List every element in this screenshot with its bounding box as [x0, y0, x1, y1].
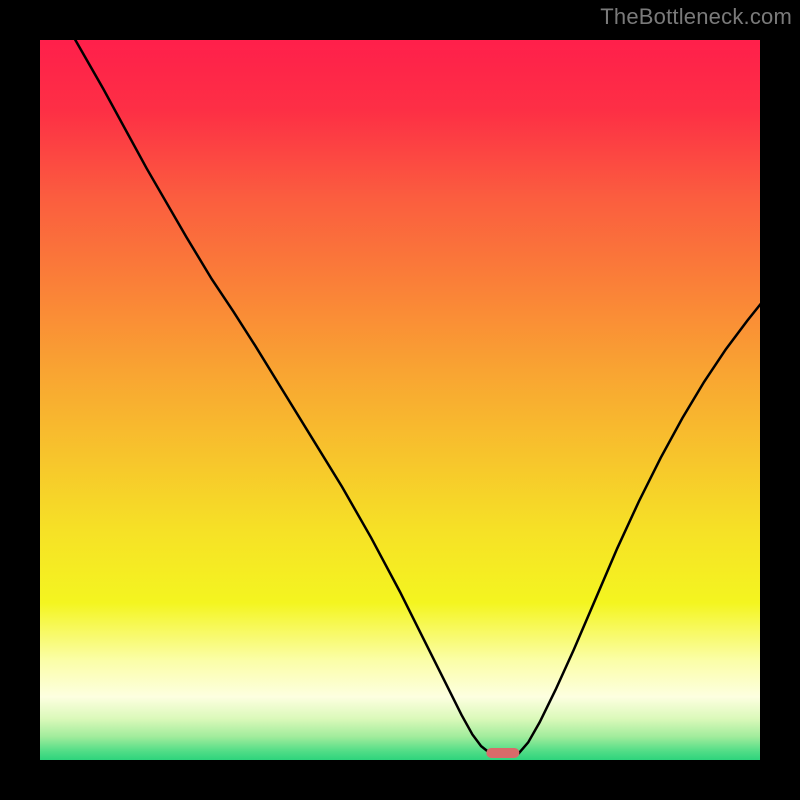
plot-border — [38, 38, 762, 762]
watermark-label: TheBottleneck.com — [600, 4, 792, 30]
minimum-marker — [486, 748, 519, 758]
